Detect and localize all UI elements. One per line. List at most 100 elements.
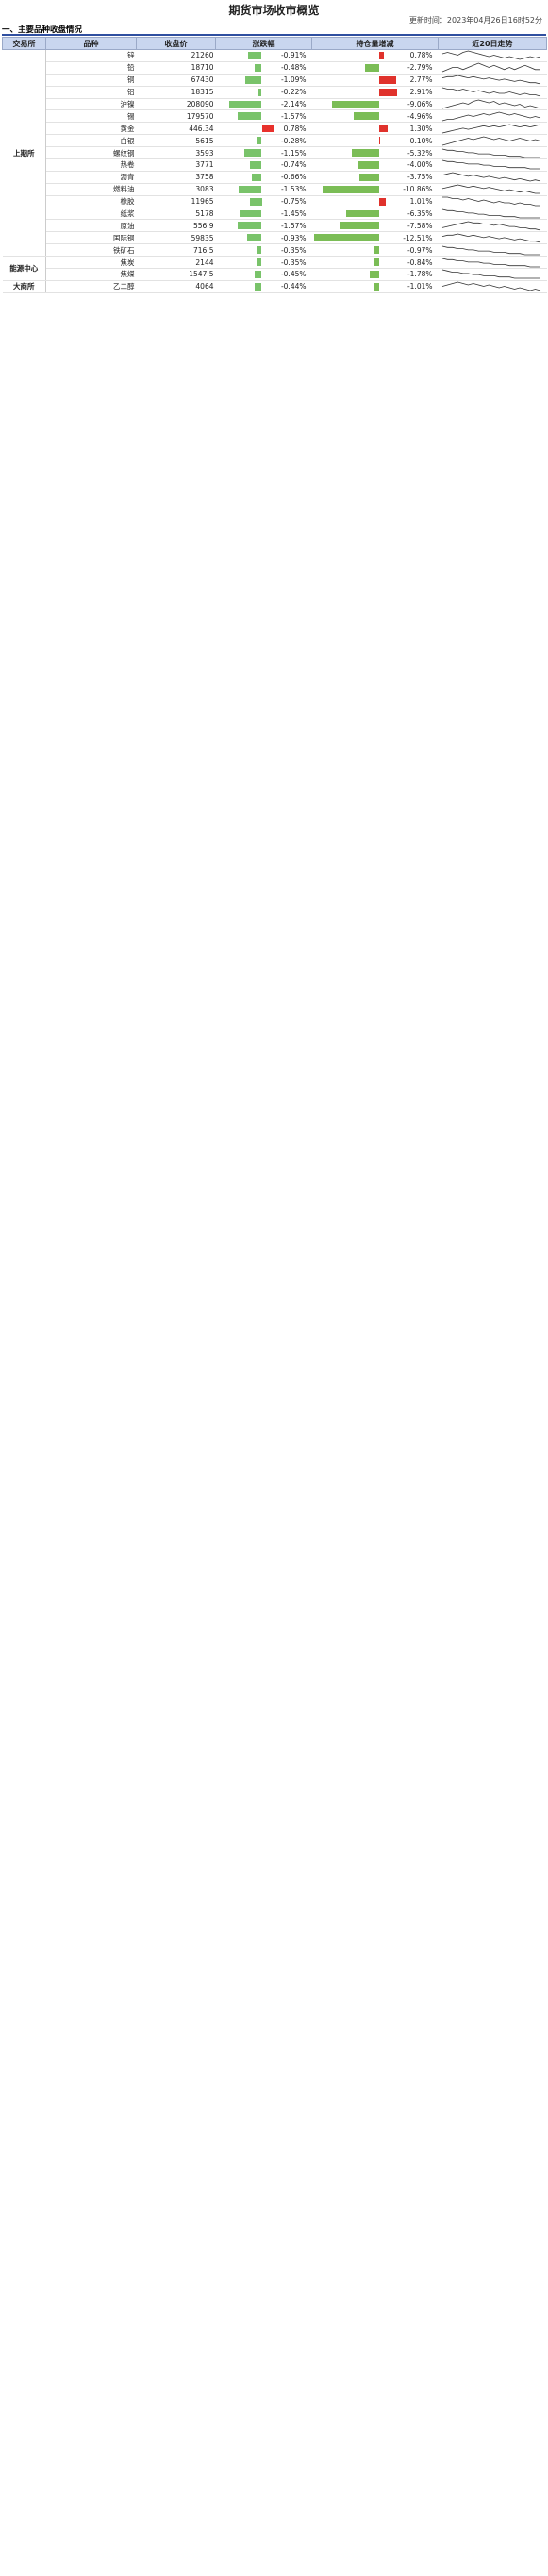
hold-bar — [351, 149, 379, 158]
sparkline — [441, 258, 540, 267]
product-name: 黄金 — [45, 122, 137, 136]
change-bar — [254, 63, 262, 72]
hold-cell: -4.96% — [311, 109, 439, 124]
change-cell: -0.28% — [215, 134, 312, 148]
product-name: 乙二醇 — [45, 280, 137, 293]
sparkline — [441, 99, 540, 109]
sparkline-line — [441, 111, 540, 122]
hold-bar — [379, 137, 380, 145]
sparkline-line — [441, 75, 540, 85]
hold-bar — [358, 161, 379, 169]
hold-value: -5.32% — [407, 148, 433, 158]
hold-value: -2.79% — [407, 63, 433, 73]
hold-cell: -7.58% — [311, 219, 439, 233]
hold-bar — [379, 88, 398, 96]
trend-cell — [438, 208, 547, 221]
hold-bar — [379, 197, 386, 206]
table-row: 国际铜 59835 -0.93% -12.51% — [3, 231, 547, 245]
hold-bar — [370, 271, 379, 278]
change-bar — [255, 271, 262, 278]
hold-cell: -9.06% — [311, 98, 439, 111]
hold-cell: 1.01% — [311, 195, 439, 208]
trend-cell — [438, 280, 547, 293]
trend-cell — [438, 183, 547, 196]
trend-cell — [438, 195, 547, 208]
trend-cell — [438, 146, 547, 160]
change-value: -0.44% — [280, 282, 307, 291]
change-cell: -0.74% — [215, 158, 312, 172]
trend-cell — [438, 219, 547, 233]
table-row: 沥青 3758 -0.66% -3.75% — [3, 171, 547, 184]
change-bar — [257, 88, 262, 96]
table-row: 纸浆 5178 -1.45% -6.35% — [3, 208, 547, 221]
close-price: 4064 — [136, 280, 216, 293]
sparkline — [441, 124, 540, 134]
sparkline — [441, 87, 540, 97]
hold-cell: -0.97% — [311, 243, 439, 258]
hold-value: -1.78% — [407, 270, 433, 279]
sparkline — [441, 172, 540, 182]
sparkline-line — [441, 208, 540, 219]
hold-cell: -2.79% — [311, 61, 439, 75]
table-row: 铜 67430 -1.09% 2.77% — [3, 74, 547, 87]
sparkline — [441, 75, 540, 85]
change-bar — [251, 173, 262, 181]
trend-cell — [438, 231, 547, 245]
sparkline — [441, 270, 540, 279]
close-price: 3083 — [136, 183, 216, 196]
sparkline — [441, 51, 540, 60]
change-bar — [237, 222, 262, 230]
change-cell: -1.57% — [215, 109, 312, 124]
hold-value: -3.75% — [407, 173, 433, 182]
hold-value: -4.96% — [407, 111, 433, 121]
exchange-cell: 能源中心 — [2, 256, 46, 281]
change-bar — [237, 112, 262, 121]
hold-value: -0.97% — [407, 245, 433, 255]
change-bar — [228, 100, 262, 108]
hold-cell: -10.86% — [311, 183, 439, 196]
hold-bar — [346, 209, 379, 218]
table-row: 铅 18710 -0.48% -2.79% — [3, 61, 547, 75]
product-name: 燃料油 — [45, 183, 137, 196]
change-bar — [256, 246, 262, 255]
sparkline-line — [441, 99, 540, 109]
sparkline — [441, 111, 540, 122]
sparkline-line — [441, 87, 540, 97]
update-time: 更新时间：2023年04月26日16时52分 — [408, 16, 542, 25]
product-name: 锡 — [45, 109, 137, 124]
change-cell: -0.22% — [215, 86, 312, 99]
sparkline-line — [441, 136, 540, 146]
table-row: 铝 18315 -0.22% 2.91% — [3, 86, 547, 99]
change-cell: -0.44% — [215, 280, 312, 293]
table-row: 橡胶 11965 -0.75% 1.01% — [3, 195, 547, 208]
product-name: 橡胶 — [45, 195, 137, 208]
product-name: 铜 — [45, 74, 137, 87]
table-row: 焦煤 1547.5 -0.45% -1.78% — [3, 268, 547, 281]
sparkline-line — [441, 160, 540, 170]
hold-value: -4.00% — [407, 160, 433, 170]
close-price: 5615 — [136, 134, 216, 148]
sparkline — [441, 233, 540, 243]
sparkline — [441, 184, 540, 194]
table-row: 锡 179570 -1.57% -4.96% — [3, 109, 547, 124]
change-value: -0.35% — [280, 245, 307, 255]
change-value: -1.15% — [280, 148, 307, 158]
hold-bar — [374, 258, 379, 267]
hold-bar — [332, 100, 379, 108]
change-bar — [261, 125, 274, 133]
table-row: 铁矿石 716.5 -0.35% -0.97% — [3, 243, 547, 258]
close-price: 3593 — [136, 146, 216, 160]
hold-bar — [374, 282, 379, 291]
table-row: 黄金 446.34 0.78% 1.30% — [3, 122, 547, 136]
hold-bar — [379, 125, 388, 133]
product-name: 纸浆 — [45, 208, 137, 221]
change-bar — [247, 234, 262, 242]
close-price: 3771 — [136, 158, 216, 172]
change-bar — [238, 185, 262, 193]
trend-cell — [438, 74, 547, 87]
hold-bar — [323, 185, 379, 193]
hold-value: 1.01% — [409, 197, 433, 207]
change-value: -0.75% — [280, 197, 307, 207]
hold-bar — [353, 112, 379, 121]
close-price: 446.34 — [136, 122, 216, 136]
